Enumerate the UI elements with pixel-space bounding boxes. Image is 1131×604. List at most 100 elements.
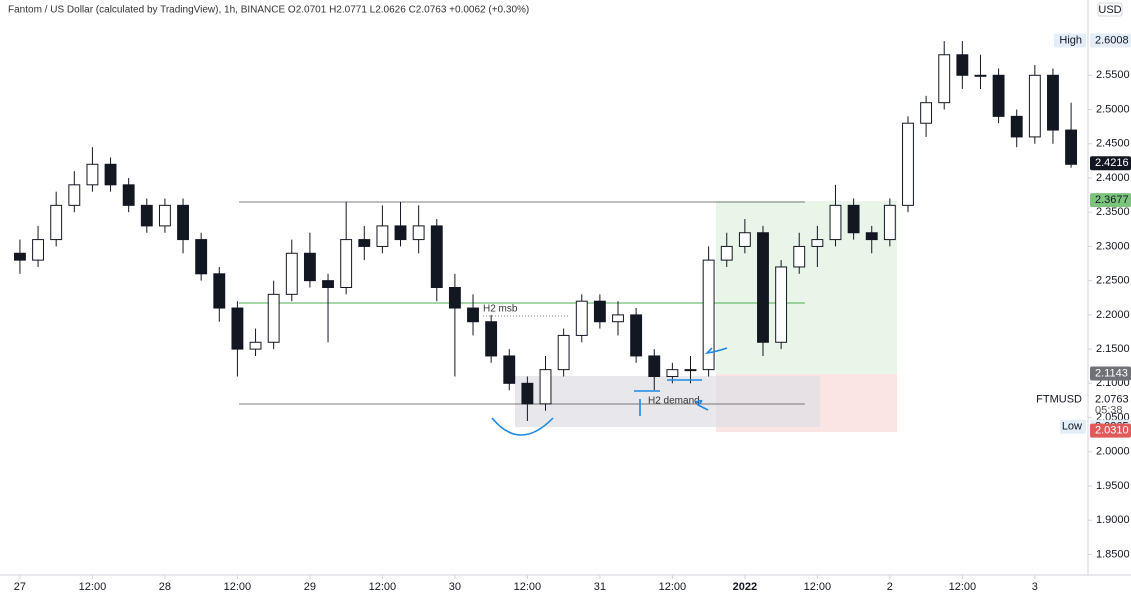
candle-body <box>738 232 751 247</box>
candle-body <box>883 204 896 241</box>
candle-body <box>938 54 951 104</box>
tag-name: FTMUSD <box>1036 393 1082 405</box>
x-tick-label: 27 <box>14 581 26 593</box>
y-tick-label: 2.4500 <box>1096 138 1130 150</box>
tag-sub: 05:38 <box>1095 404 1123 416</box>
hand-arrow <box>704 347 728 355</box>
candle-body <box>847 204 860 234</box>
y-tick-label: 2.3500 <box>1096 206 1130 218</box>
x-tick-label: 30 <box>449 581 461 593</box>
candle-body <box>1028 74 1041 138</box>
y-tick-label: 1.8500 <box>1096 548 1130 560</box>
candle-body <box>104 163 117 186</box>
candle-body <box>702 259 715 371</box>
candle-body <box>865 232 878 241</box>
candle-body <box>1010 115 1023 138</box>
x-tick-label: 2022 <box>733 581 757 593</box>
y-tick-label: 2.5000 <box>1096 103 1130 115</box>
annotation: H2 demand <box>648 396 700 407</box>
x-tick-label: 12:00 <box>659 581 687 593</box>
candle-body <box>86 163 99 186</box>
candle-body <box>13 252 26 261</box>
candle-body <box>1047 74 1059 131</box>
demand-zone <box>515 376 820 427</box>
tag-name-box <box>1060 419 1086 434</box>
candle-body <box>394 225 407 241</box>
candle-body <box>593 300 606 323</box>
candle-body <box>521 382 534 405</box>
price-tag <box>1090 33 1131 48</box>
x-tick-label: 12:00 <box>224 581 252 593</box>
price-tag <box>1090 193 1131 208</box>
x-tick-label: 31 <box>594 581 606 593</box>
currency-box <box>1097 2 1123 17</box>
candle-body <box>902 122 914 206</box>
price-tag-label: 2.4216 <box>1095 157 1129 169</box>
price-tag-label: 2.6008 <box>1095 34 1129 46</box>
candle-body <box>32 239 44 261</box>
x-tick-label: 12:00 <box>949 581 977 593</box>
y-tick-label: 2.3000 <box>1096 240 1130 252</box>
candle-body <box>920 102 933 124</box>
profit-zone <box>716 201 897 374</box>
y-tick-label: 2.0000 <box>1096 446 1130 458</box>
candle-body <box>249 341 262 350</box>
candle-body <box>829 204 842 241</box>
hand-drawing <box>491 347 728 436</box>
currency: USD <box>1098 4 1121 16</box>
candle-body <box>811 239 824 247</box>
candle-body <box>267 293 280 343</box>
x-tick-label: 12:00 <box>804 581 832 593</box>
price-tag-label: 2.0763 <box>1095 393 1129 405</box>
candle-body <box>485 321 498 357</box>
candle-body <box>467 307 479 323</box>
x-tick-label: 12:00 <box>369 581 397 593</box>
candle-body <box>231 307 244 350</box>
y-tick-label: 2.2500 <box>1096 275 1130 287</box>
candle-body <box>612 314 624 323</box>
tag-name-box <box>1054 33 1086 48</box>
tag-name: Low <box>1062 421 1082 433</box>
candle-body <box>140 204 153 227</box>
candle-body <box>757 232 769 343</box>
candle-body <box>177 204 189 241</box>
candle-body <box>303 252 316 282</box>
candle-body <box>720 245 733 261</box>
candle-body <box>68 184 81 206</box>
candle-body <box>956 54 969 76</box>
tag-name: High <box>1059 34 1082 46</box>
candle-body <box>539 369 552 405</box>
price-tag-label: 2.1143 <box>1095 367 1128 379</box>
candle-body <box>974 74 987 77</box>
x-tick-label: 3 <box>1032 581 1038 593</box>
candle-body <box>358 239 371 247</box>
candle-body <box>1065 129 1078 165</box>
candle-body <box>503 355 516 384</box>
candle-body <box>557 334 570 371</box>
price-tag <box>1090 392 1131 407</box>
x-tick-label: 12:00 <box>514 581 542 593</box>
x-tick-label: 28 <box>159 581 171 593</box>
candle-body <box>793 245 806 268</box>
candle-body <box>666 369 679 377</box>
candle-body <box>122 184 135 206</box>
y-tick-label: 1.9000 <box>1096 514 1130 526</box>
x-tick-label: 2 <box>887 581 893 593</box>
candle-body <box>684 369 697 372</box>
hand-two <box>667 379 709 411</box>
candle-body <box>322 280 334 288</box>
candle-body <box>340 239 353 288</box>
y-tick-label: 2.4000 <box>1096 172 1130 184</box>
hand-one <box>634 390 660 416</box>
candle-body <box>448 287 461 309</box>
x-tick-label: 29 <box>304 581 316 593</box>
candle-body <box>775 266 788 343</box>
price-tag <box>1090 366 1131 381</box>
header: Fantom / US Dollar (calculated by Tradin… <box>8 5 529 16</box>
candle-body <box>630 314 643 357</box>
x-tick-label: 12:00 <box>79 581 107 593</box>
price-tag <box>1090 423 1131 438</box>
candle-body <box>50 204 63 241</box>
